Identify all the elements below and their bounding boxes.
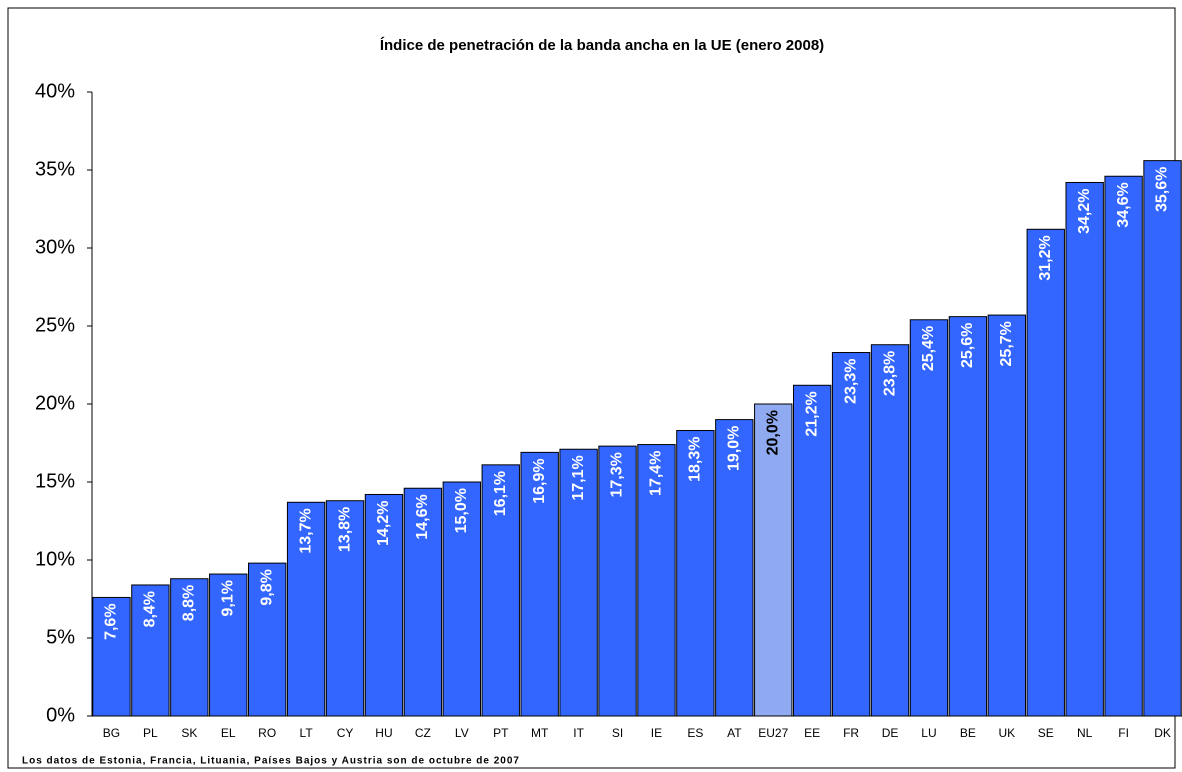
bar bbox=[792, 384, 832, 717]
x-tick-label: LT bbox=[300, 726, 314, 740]
x-tick-label: BE bbox=[960, 726, 976, 740]
value-label: 35,6% bbox=[1154, 167, 1171, 212]
x-tick-label: MT bbox=[531, 726, 549, 740]
bar bbox=[442, 481, 482, 717]
x-tick-label: LV bbox=[455, 726, 469, 740]
bar bbox=[403, 487, 443, 717]
x-tick-label: NL bbox=[1077, 726, 1093, 740]
bar bbox=[676, 430, 715, 717]
value-label: 31,2% bbox=[1037, 235, 1054, 280]
value-label: 34,6% bbox=[1115, 182, 1132, 227]
bar bbox=[170, 578, 209, 717]
bar bbox=[131, 584, 170, 717]
footnote: Los datos de Estonia, Francia, Lituania,… bbox=[22, 756, 520, 767]
value-label: 23,8% bbox=[881, 351, 898, 396]
y-tick-label: 25% bbox=[35, 314, 75, 336]
value-label: 14,2% bbox=[375, 500, 392, 545]
bar bbox=[520, 451, 559, 717]
x-tick-label: SI bbox=[612, 726, 623, 740]
bar bbox=[870, 344, 910, 717]
value-label: 16,1% bbox=[492, 471, 509, 516]
bar bbox=[92, 596, 131, 717]
value-label: 25,6% bbox=[959, 323, 976, 368]
value-label: 15,0% bbox=[453, 488, 470, 533]
x-tick-label: RO bbox=[258, 726, 276, 740]
x-tick-label: ES bbox=[687, 726, 703, 740]
bar bbox=[1143, 160, 1182, 717]
x-tick-label: EE bbox=[804, 726, 820, 740]
value-label: 18,3% bbox=[687, 437, 704, 482]
y-tick-label: 0% bbox=[46, 704, 75, 726]
x-tick-label: UK bbox=[998, 726, 1015, 740]
value-label: 13,8% bbox=[336, 507, 353, 552]
value-label: 14,6% bbox=[414, 494, 431, 539]
value-label: 8,4% bbox=[142, 591, 159, 627]
x-tick-label: DK bbox=[1154, 726, 1171, 740]
chart-title: Índice de penetración de la banda ancha … bbox=[380, 37, 824, 54]
x-tick-label: FR bbox=[843, 726, 859, 740]
x-tick-label: CY bbox=[337, 726, 354, 740]
bar bbox=[559, 448, 598, 717]
value-label: 25,4% bbox=[920, 326, 937, 371]
value-label: 13,7% bbox=[297, 508, 314, 553]
bar bbox=[637, 444, 676, 717]
bar bbox=[364, 493, 404, 717]
x-tick-label: IE bbox=[651, 726, 662, 740]
x-tick-label: CZ bbox=[415, 726, 431, 740]
bar bbox=[598, 445, 637, 717]
bar bbox=[1104, 175, 1143, 717]
value-label: 20,0% bbox=[764, 410, 781, 455]
bar bbox=[831, 352, 871, 717]
x-tick-label: SK bbox=[181, 726, 197, 740]
value-label: 17,1% bbox=[570, 455, 587, 500]
y-tick-label: 30% bbox=[35, 236, 75, 258]
value-label: 21,2% bbox=[803, 391, 820, 436]
bar bbox=[909, 319, 949, 717]
y-tick-label: 10% bbox=[35, 548, 75, 570]
y-tick-label: 5% bbox=[46, 626, 75, 648]
bar bbox=[754, 403, 793, 717]
x-tick-label: HU bbox=[375, 726, 392, 740]
value-label: 19,0% bbox=[726, 426, 743, 471]
value-label: 8,8% bbox=[181, 585, 198, 621]
value-label: 17,4% bbox=[648, 451, 665, 496]
y-tick-label: 40% bbox=[35, 80, 75, 102]
x-tick-label: LU bbox=[921, 726, 936, 740]
bar bbox=[948, 316, 988, 717]
value-label: 23,3% bbox=[842, 359, 859, 404]
value-label: 9,1% bbox=[219, 580, 236, 616]
bar bbox=[1065, 181, 1104, 717]
y-tick-label: 35% bbox=[35, 158, 75, 180]
value-label: 17,3% bbox=[609, 452, 626, 497]
y-tick-label: 20% bbox=[35, 392, 75, 414]
value-label: 7,6% bbox=[103, 603, 120, 639]
bar bbox=[987, 314, 1027, 717]
bar bbox=[1026, 228, 1065, 717]
value-label: 9,8% bbox=[258, 569, 275, 605]
y-tick-label: 15% bbox=[35, 470, 75, 492]
bar bbox=[209, 573, 248, 717]
bar bbox=[715, 419, 754, 717]
x-tick-label: PL bbox=[143, 726, 158, 740]
bar bbox=[286, 501, 326, 717]
value-label: 34,2% bbox=[1076, 188, 1093, 233]
x-tick-label: IT bbox=[573, 726, 584, 740]
x-tick-label: EL bbox=[221, 726, 236, 740]
x-tick-label: FI bbox=[1118, 726, 1129, 740]
bar bbox=[325, 500, 365, 717]
x-tick-label: PT bbox=[493, 726, 509, 740]
x-tick-label: SE bbox=[1038, 726, 1054, 740]
x-tick-label: BG bbox=[103, 726, 120, 740]
x-tick-label: AT bbox=[727, 726, 742, 740]
x-tick-label: DE bbox=[882, 726, 899, 740]
value-label: 16,9% bbox=[531, 458, 548, 503]
value-label: 25,7% bbox=[998, 321, 1015, 366]
x-tick-label: EU27 bbox=[758, 726, 788, 740]
bar bbox=[481, 464, 520, 717]
bar bbox=[247, 562, 287, 717]
